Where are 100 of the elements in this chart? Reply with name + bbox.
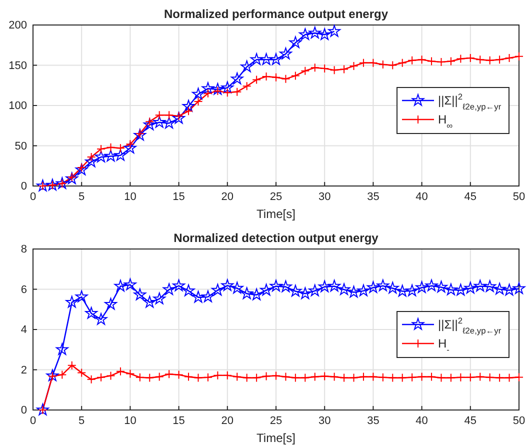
point bbox=[427, 372, 436, 382]
point bbox=[114, 148, 127, 161]
point bbox=[504, 54, 514, 63]
point bbox=[162, 283, 176, 295]
y-tick-label: 100 bbox=[8, 100, 27, 112]
point bbox=[454, 284, 467, 296]
point bbox=[85, 155, 98, 168]
point bbox=[484, 280, 496, 292]
point bbox=[485, 372, 494, 382]
x-tick-label: 15 bbox=[172, 414, 185, 427]
point bbox=[135, 372, 144, 382]
x-tick-label: 0 bbox=[30, 414, 36, 427]
point bbox=[240, 287, 254, 300]
point bbox=[444, 283, 458, 296]
point bbox=[388, 60, 398, 70]
point bbox=[222, 370, 232, 380]
point bbox=[495, 55, 504, 64]
point bbox=[94, 150, 108, 162]
point bbox=[270, 53, 282, 65]
point bbox=[318, 280, 331, 292]
point bbox=[56, 343, 68, 355]
x-tick-label: 15 bbox=[172, 190, 185, 203]
point bbox=[134, 288, 146, 300]
y-tick-label: 2 bbox=[20, 364, 27, 376]
point bbox=[184, 106, 194, 116]
point bbox=[86, 374, 96, 384]
point bbox=[298, 287, 312, 300]
point bbox=[289, 36, 302, 48]
point bbox=[406, 284, 418, 296]
point bbox=[213, 370, 222, 380]
point bbox=[75, 290, 88, 302]
point bbox=[378, 372, 388, 382]
point bbox=[328, 24, 340, 37]
point bbox=[493, 282, 506, 295]
point bbox=[250, 53, 263, 65]
point bbox=[456, 372, 466, 382]
point bbox=[172, 279, 185, 292]
point bbox=[320, 64, 330, 73]
point bbox=[495, 373, 504, 382]
point bbox=[298, 28, 312, 40]
point bbox=[143, 118, 156, 130]
point bbox=[386, 282, 399, 294]
point bbox=[514, 52, 524, 61]
point bbox=[164, 110, 174, 120]
point bbox=[252, 373, 262, 382]
point bbox=[466, 54, 475, 63]
point bbox=[66, 172, 78, 184]
point bbox=[134, 128, 146, 141]
y-tick-label: 4 bbox=[20, 324, 27, 336]
x-axis-title: Time[s] bbox=[256, 431, 296, 445]
point bbox=[203, 372, 212, 382]
point bbox=[330, 372, 339, 382]
point bbox=[416, 281, 428, 293]
point bbox=[425, 279, 438, 292]
point bbox=[280, 280, 292, 292]
point bbox=[192, 88, 204, 100]
point bbox=[512, 282, 526, 294]
x-tick-label: 20 bbox=[221, 414, 234, 427]
point bbox=[154, 372, 164, 382]
x-tick-label: 30 bbox=[318, 414, 331, 427]
point bbox=[328, 280, 340, 292]
point bbox=[85, 306, 98, 319]
point bbox=[162, 116, 176, 129]
point bbox=[485, 56, 494, 65]
point bbox=[466, 372, 475, 382]
point bbox=[67, 360, 76, 370]
point bbox=[96, 372, 106, 382]
point bbox=[222, 88, 232, 98]
point bbox=[398, 373, 407, 382]
point bbox=[308, 26, 322, 38]
point bbox=[270, 280, 282, 292]
chart-title: Normalized performance output energy bbox=[164, 7, 388, 21]
point bbox=[290, 71, 300, 80]
point bbox=[94, 312, 108, 325]
point bbox=[300, 373, 310, 382]
point bbox=[66, 296, 78, 308]
point bbox=[172, 112, 185, 124]
point bbox=[464, 282, 477, 294]
point bbox=[250, 288, 263, 300]
point bbox=[242, 373, 252, 382]
point bbox=[126, 369, 135, 378]
point bbox=[230, 282, 244, 294]
point bbox=[376, 279, 390, 292]
x-tick-label: 45 bbox=[464, 190, 477, 203]
y-tick-label: 200 bbox=[8, 20, 27, 32]
y-tick-label: 150 bbox=[8, 60, 27, 72]
point bbox=[290, 373, 300, 382]
point bbox=[114, 280, 127, 292]
point bbox=[153, 292, 166, 304]
point bbox=[367, 281, 380, 293]
point bbox=[476, 55, 485, 64]
x-tick-label: 50 bbox=[512, 414, 526, 427]
point bbox=[408, 56, 417, 65]
x-tick-label: 0 bbox=[30, 190, 36, 203]
point bbox=[242, 82, 252, 91]
x-tick-label: 50 bbox=[512, 190, 526, 203]
x-tick-label: 25 bbox=[270, 190, 282, 203]
point bbox=[503, 284, 516, 296]
point bbox=[154, 110, 164, 120]
point bbox=[202, 82, 214, 94]
